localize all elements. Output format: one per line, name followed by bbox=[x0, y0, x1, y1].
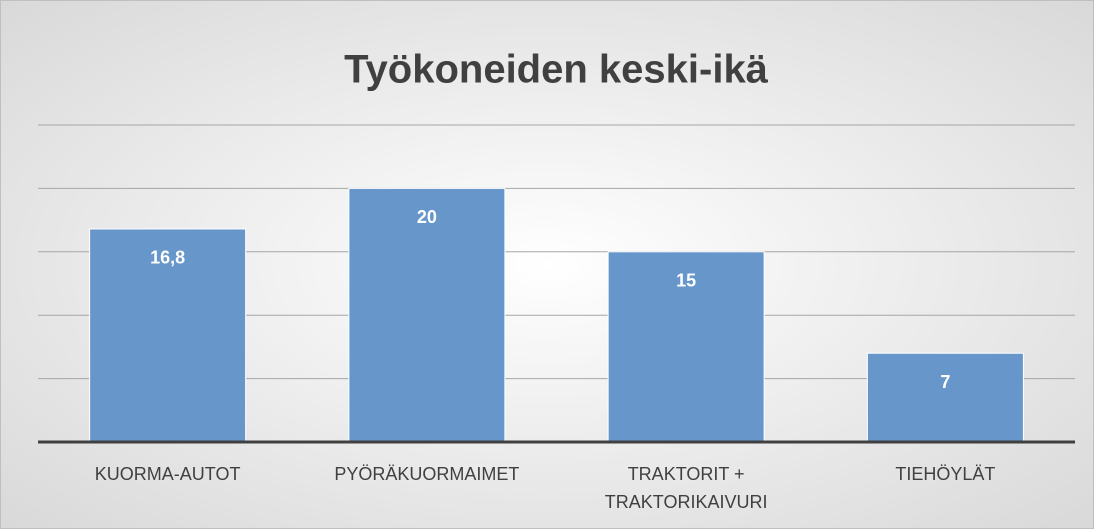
data-label: 7 bbox=[940, 372, 950, 392]
data-label: 20 bbox=[417, 207, 437, 227]
x-tick-label: KUORMA-AUTOT bbox=[94, 464, 241, 484]
x-tick-label: TIEHÖYLÄT bbox=[895, 464, 996, 484]
bar bbox=[866, 352, 1024, 443]
data-label: 15 bbox=[676, 271, 696, 291]
bar bbox=[348, 187, 506, 443]
bar bbox=[607, 251, 765, 443]
x-tick-label: PYÖRÄKUORMAIMET bbox=[334, 464, 520, 484]
x-tick-label: TRAKTORIT + TRAKTORIKAIVURI bbox=[604, 464, 768, 512]
bar bbox=[89, 228, 247, 443]
data-label: 16,8 bbox=[150, 248, 185, 268]
chart-title: Työkoneiden keski-ikä bbox=[344, 48, 769, 92]
